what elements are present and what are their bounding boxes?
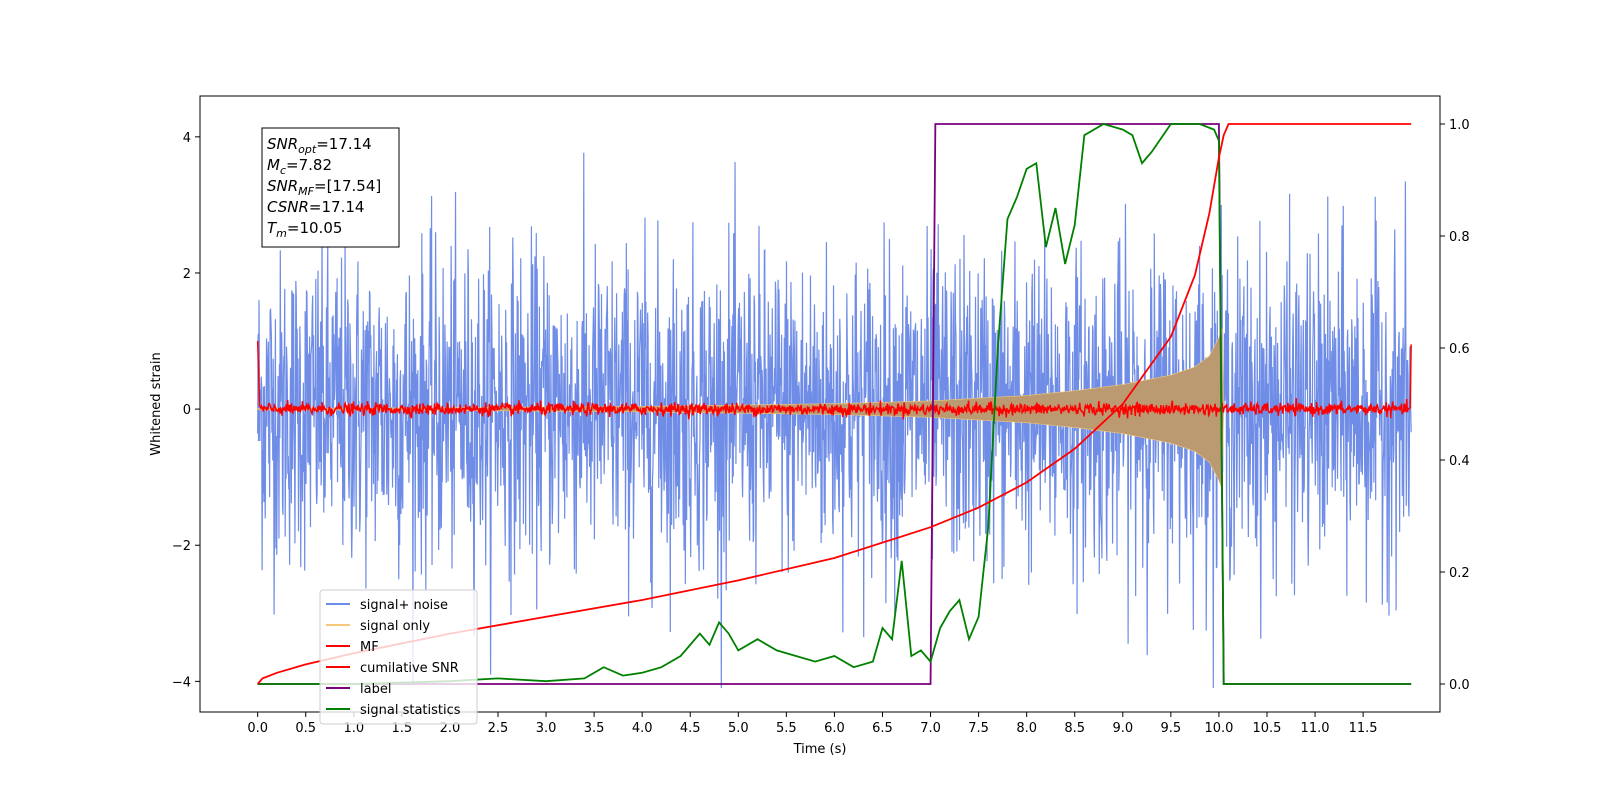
x-tick-label: 5.0: [728, 721, 749, 736]
y-axis-label: Whitened strain: [149, 352, 164, 455]
x-tick-label: 6.5: [872, 721, 893, 736]
y-left-tick-label: −4: [172, 675, 191, 690]
x-tick-label: 10.5: [1253, 721, 1282, 736]
x-tick-label: 11.5: [1349, 721, 1378, 736]
x-tick-label: 0.5: [295, 721, 316, 736]
y-right-tick-label: 0.0: [1449, 678, 1470, 693]
x-tick-label: 2.5: [488, 721, 509, 736]
x-tick-label: 7.0: [920, 721, 941, 736]
annotation-line: CSNR=17.14: [267, 198, 364, 216]
annotation-line: SNRMF=[17.54]: [267, 177, 381, 198]
x-tick-label: 1.5: [392, 721, 413, 736]
x-tick-label: 11.0: [1301, 721, 1330, 736]
legend-entry: MF: [360, 640, 379, 655]
annotation-line: Mc=7.82: [267, 156, 332, 177]
x-tick-label: 3.5: [584, 721, 605, 736]
y-left-tick-label: 2: [183, 267, 191, 282]
legend-frame: [319, 589, 478, 725]
plot-frame: [199, 95, 1441, 713]
x-axis-label: Time (s): [793, 742, 847, 757]
legend-entry: signal statistics: [360, 703, 461, 718]
y-right-tick-label: 0.8: [1449, 230, 1470, 245]
x-tick-label: 8.0: [1016, 721, 1037, 736]
x-tick-label: 4.0: [632, 721, 653, 736]
y-axis-right: 1.0 0.8 0.6 0.4 0.2 0.0: [1440, 118, 1470, 693]
legend-entry: signal+ noise: [360, 598, 448, 613]
legend-entry: signal only: [360, 619, 430, 634]
y-left-tick-label: 4: [183, 131, 191, 146]
series-signal-statistics: [257, 123, 1412, 685]
annotation-frame: [261, 127, 400, 248]
y-right-tick-label: 0.4: [1449, 454, 1470, 469]
annotation-box: SNRopt=17.14Mc=7.82SNRMF=[17.54]CSNR=17.…: [261, 127, 400, 248]
x-tick-label: 3.0: [536, 721, 557, 736]
y-left-tick-label: −2: [172, 539, 191, 554]
x-tick-label: 5.5: [776, 721, 797, 736]
legend: signal+ noise signal only MF cumilative SNR…: [319, 589, 478, 725]
x-tick-label: 2.0: [440, 721, 461, 736]
y-axis-left: 4 2 0 −2 −4: [172, 131, 200, 690]
y-right-tick-label: 0.6: [1449, 342, 1470, 357]
x-tick-label: 9.5: [1161, 721, 1182, 736]
y-left-tick-label: 0: [183, 403, 191, 418]
annotation-line: Tm=10.05: [267, 219, 342, 240]
x-tick-label: 9.0: [1112, 721, 1133, 736]
legend-entry: cumilative SNR: [360, 661, 459, 676]
x-axis: 0.0 0.5 1.0 1.5 2.0 2.5 3.0 3.5 4.0 4.5 5.0 5.5 6.0 6…: [247, 712, 1378, 736]
annotation-line: SNRopt=17.14: [267, 135, 372, 156]
x-tick-label: 0.0: [247, 721, 268, 736]
x-tick-label: 7.5: [968, 721, 989, 736]
legend-entry: label: [360, 682, 391, 697]
x-tick-label: 1.0: [343, 721, 364, 736]
y-right-tick-label: 0.2: [1449, 566, 1470, 581]
x-tick-label: 8.5: [1064, 721, 1085, 736]
x-tick-label: 6.0: [824, 721, 845, 736]
series-mf: [256, 341, 1412, 420]
x-tick-label: 10.0: [1204, 721, 1233, 736]
x-tick-label: 4.5: [680, 721, 701, 736]
y-right-tick-label: 1.0: [1449, 118, 1470, 133]
